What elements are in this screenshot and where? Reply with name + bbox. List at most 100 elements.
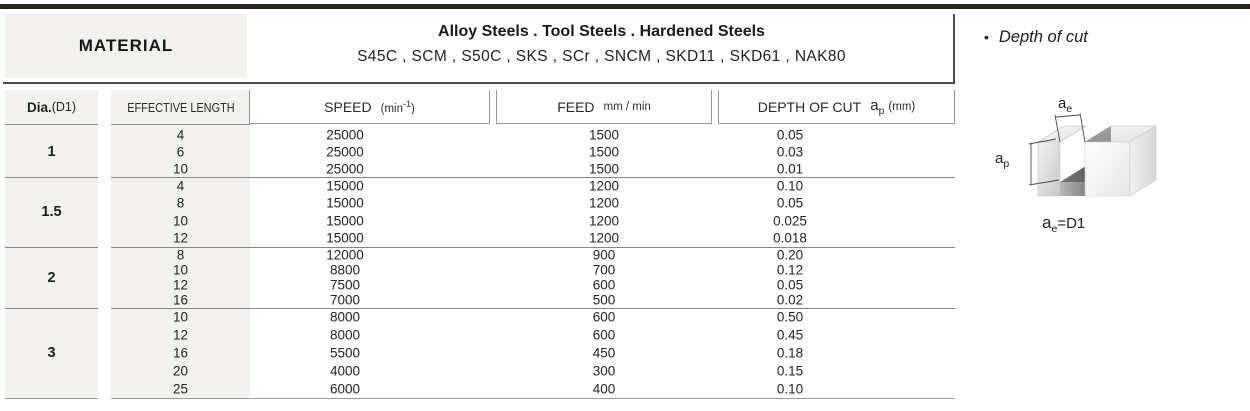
speed-value: 6000 <box>329 381 361 397</box>
dia-value: 2 <box>47 269 56 286</box>
table-row: 16 5500 450 0.18 <box>0 344 960 362</box>
material-header-cell: MATERIAL <box>5 14 247 78</box>
dia-header-bold: Dia. <box>26 99 52 115</box>
speed-value: 7000 <box>329 292 361 308</box>
depth-value: 0.15 <box>776 363 804 379</box>
feed-value: 400 <box>592 381 616 397</box>
effective-length-value: 16 <box>172 345 189 361</box>
dia-value: 1 <box>47 143 56 160</box>
speed-value: 5500 <box>329 345 361 361</box>
table-row: 10 15000 1200 0.025 <box>0 212 960 230</box>
effective-length-value: 10 <box>172 213 189 229</box>
column-header-feed: FEED mm / min <box>496 90 712 124</box>
depth-value: 0.10 <box>776 178 804 194</box>
feed-header-text: FEED <box>557 98 595 115</box>
feed-value: 300 <box>592 363 616 379</box>
table-separator-line <box>111 124 250 125</box>
effective-length-value: 6 <box>176 144 185 159</box>
feed-value: 700 <box>592 262 616 278</box>
effective-length-value: 12 <box>172 277 189 293</box>
depth-value: 0.02 <box>776 292 804 308</box>
depth-value: 0.05 <box>776 127 804 142</box>
speed-value: 25000 <box>326 161 364 176</box>
dia-group: 1.5 4 15000 1200 0.10 8 15000 1200 0.05 10 15000 12… <box>0 177 960 247</box>
depth-value: 0.025 <box>773 213 807 229</box>
ae-equals-d1-formula: ae=D1 <box>1042 213 1086 235</box>
table-separator-line <box>5 308 98 309</box>
right-block-side-face <box>1129 125 1157 197</box>
feed-value: 1500 <box>588 144 620 159</box>
table-row: 12 7500 600 0.05 <box>0 278 960 293</box>
depth-of-cut-note-text: Depth of cut <box>998 28 1088 46</box>
depth-ap-symbol: ap <box>870 96 885 117</box>
column-header-effective-length: EFFECTIVE LENGTH <box>111 90 250 124</box>
table-separator-line <box>111 398 250 399</box>
speed-unit: (min-1) <box>380 98 415 115</box>
feed-value: 1500 <box>588 127 620 142</box>
speed-value: 8000 <box>329 309 361 325</box>
table-separator-line <box>5 247 98 248</box>
table-separator-line <box>111 247 250 248</box>
feed-value: 1200 <box>588 213 620 229</box>
column-header-depth-of-cut: DEPTH OF CUT ap (mm) <box>718 90 955 124</box>
top-rule <box>0 4 1250 9</box>
table-row: 4 15000 1200 0.10 <box>0 177 960 195</box>
table-row: 10 8800 700 0.12 <box>0 262 960 277</box>
speed-value: 12000 <box>326 247 364 263</box>
depth-value: 0.05 <box>776 195 804 211</box>
dia-group: 3 10 8000 600 0.50 12 8000 600 0.45 16 5500 450 0.18… <box>0 308 960 398</box>
feed-value: 500 <box>592 292 616 308</box>
effective-length-value: 10 <box>172 262 189 278</box>
feed-value: 900 <box>592 247 616 263</box>
table-row: 12 8000 600 0.45 <box>0 326 960 344</box>
bullet-icon: • <box>984 29 989 45</box>
dia-header-paren: (D1) <box>51 100 77 114</box>
effective-length-value: 12 <box>172 327 189 343</box>
dia-column-background <box>5 90 98 398</box>
feed-value: 600 <box>592 309 616 325</box>
dia-value: 1.5 <box>41 204 62 220</box>
depth-value: 0.45 <box>776 327 804 343</box>
table-separator-line <box>250 177 955 178</box>
effective-length-value: 10 <box>172 309 189 325</box>
table-separator-line <box>250 308 955 309</box>
effective-length-header-text: EFFECTIVE LENGTH <box>126 99 235 115</box>
speed-value: 15000 <box>326 230 364 246</box>
speed-value: 8800 <box>329 262 361 278</box>
feed-value: 600 <box>592 327 616 343</box>
material-group-title: Alloy Steels . Tool Steels . Hardened St… <box>438 23 765 40</box>
dia-value: 3 <box>47 345 56 361</box>
feed-value: 1200 <box>588 178 620 194</box>
effective-length-value: 12 <box>172 230 189 246</box>
dia-group: 2 8 12000 900 0.20 10 8800 700 0.12 12 7500 600 0.05… <box>0 247 960 308</box>
speed-value: 15000 <box>326 195 364 211</box>
effective-length-value: 4 <box>176 178 185 194</box>
speed-value: 15000 <box>326 213 364 229</box>
header-separator-line <box>3 82 955 84</box>
column-header-dia: Dia. (D1) <box>5 90 98 124</box>
feed-value: 450 <box>592 345 616 361</box>
table-separator-line <box>250 247 955 248</box>
speed-header-text: SPEED <box>324 98 372 115</box>
depth-unit: (mm) <box>888 100 916 113</box>
table-row: 20 4000 300 0.15 <box>0 362 960 380</box>
table-row: 8 12000 900 0.20 <box>0 247 960 262</box>
material-label: MATERIAL <box>78 36 174 55</box>
effective-length-value: 8 <box>176 247 185 263</box>
table-row: 4 25000 1500 0.05 <box>0 126 960 143</box>
effective-length-value: 10 <box>172 161 189 176</box>
speed-value: 8000 <box>329 327 361 343</box>
feed-value: 1200 <box>588 230 620 246</box>
depth-of-cut-note: • Depth of cut <box>984 28 1088 47</box>
pillar-front-face <box>1037 141 1061 197</box>
table-separator-line <box>250 398 955 399</box>
depth-value: 0.50 <box>776 309 804 325</box>
table-row: 6 25000 1500 0.03 <box>0 143 960 160</box>
depth-value: 0.03 <box>776 144 804 159</box>
speed-value: 25000 <box>326 127 364 142</box>
table-row: 25 6000 400 0.10 <box>0 380 960 398</box>
depth-value: 0.20 <box>776 247 804 263</box>
table-row: 16 7000 500 0.02 <box>0 293 960 308</box>
depth-value: 0.10 <box>776 381 804 397</box>
effective-length-value: 16 <box>172 292 189 308</box>
